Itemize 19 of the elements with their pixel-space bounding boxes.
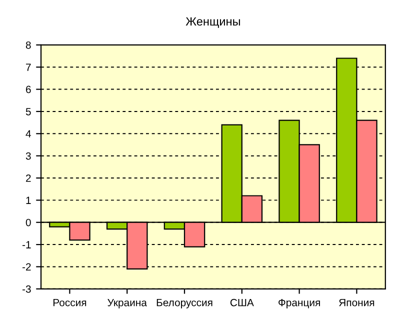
y-tick-label: -3	[22, 285, 31, 293]
y-tick-label: 8	[26, 41, 31, 49]
chart-title: Женщины	[186, 17, 240, 28]
x-tick-label: Белоруссия	[156, 299, 212, 308]
y-tick-label: 2	[26, 174, 31, 182]
y-tick-label: 7	[26, 64, 31, 71]
x-tick-label: США	[230, 298, 254, 306]
y-tick-label: -2	[22, 263, 31, 270]
y-tick-label: 6	[26, 86, 31, 94]
x-tick-label: Украина	[108, 299, 147, 308]
x-tick-label: Франция	[278, 298, 320, 308]
x-tick-label: Япония	[339, 299, 374, 306]
x-tick-label: Россия	[53, 299, 86, 306]
y-tick-label: 4	[26, 130, 31, 138]
y-tick-label: -1	[22, 241, 31, 248]
y-tick-label: 1	[26, 196, 31, 204]
y-tick-label: 5	[26, 108, 31, 116]
y-tick-label: 3	[26, 152, 31, 160]
y-tick-label: 0	[26, 218, 31, 226]
